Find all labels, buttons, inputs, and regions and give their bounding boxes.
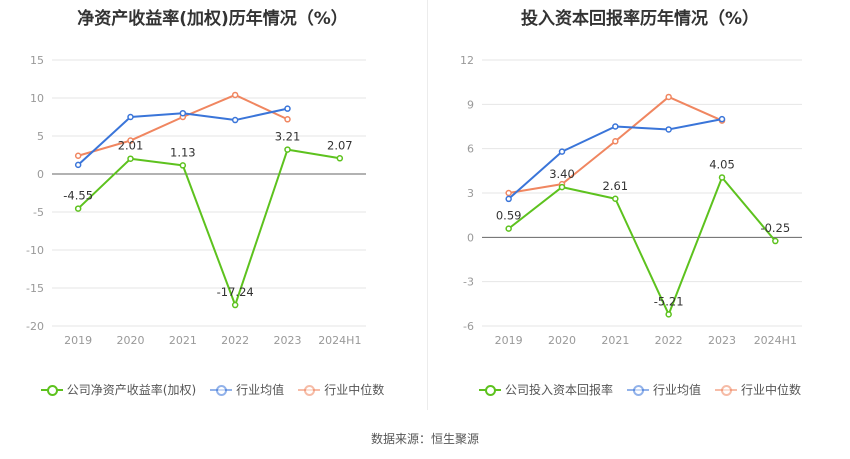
series-line-company (77, 148, 340, 307)
data-label: -17.24 (217, 285, 254, 299)
roe-chart-panel: 净资产收益率(加权)历年情况（%） 15 10 5 0 -5 -10 -15 -20 2019 2… (0, 0, 425, 410)
y-tick-label: -3 (463, 276, 474, 289)
y-tick-label: 10 (30, 92, 44, 105)
data-point-industry_median (505, 189, 512, 197)
y-tick-label: -15 (26, 282, 44, 295)
data-point-company (772, 237, 779, 245)
data-point-industry_avg (231, 116, 239, 124)
legend-marker (298, 384, 321, 396)
data-point-industry_avg (558, 148, 566, 155)
roic-chart-legend: 公司投入资本回报率 行业均值 行业中位数 (430, 381, 850, 398)
x-tick-label: 2020 (548, 334, 576, 347)
y-tick-label: -20 (26, 320, 44, 333)
y-tick-label: -10 (26, 244, 44, 257)
data-point-industry_median (127, 137, 134, 144)
x-tick-label: 2023 (708, 334, 736, 347)
data-point-company (665, 311, 672, 318)
data-label: -4.55 (63, 189, 93, 203)
data-point-company (231, 301, 239, 309)
roic-chart-panel: 投入资本回报率历年情况（%） 12 9 6 3 0 -3 -6 2019 2020 2021 202… (430, 0, 850, 410)
y-tick-label: 15 (30, 54, 44, 67)
y-tick-label: -5 (33, 206, 44, 219)
data-source-note: 数据来源：恒生聚源 (370, 432, 479, 446)
legend-item-industry_median[interactable]: 行业中位数 (715, 381, 801, 398)
x-tick-label: 2020 (117, 334, 145, 347)
data-point-industry_median (284, 116, 291, 123)
x-tick-label: 2023 (274, 334, 302, 347)
x-tick-label: 2022 (221, 334, 249, 347)
roe-chart-title: 净资产收益率(加权)历年情况（%） (77, 9, 348, 29)
x-tick-label: 2024H1 (318, 334, 361, 347)
legend-marker (715, 384, 737, 396)
roic-chart: 12 9 6 3 0 -3 -6 2019 2020 2021 2022 2023 2024H1 0.59… (460, 54, 802, 347)
y-tick-label: 6 (467, 143, 474, 156)
x-tick-label: 2024H1 (754, 334, 797, 347)
data-point-company (718, 174, 726, 181)
data-point-industry_avg (665, 126, 672, 133)
data-point-company (74, 205, 82, 212)
data-point-industry_avg (718, 115, 726, 123)
legend-label: 行业中位数 (741, 383, 802, 397)
data-point-company (284, 146, 291, 153)
data-point-company (179, 162, 187, 169)
panel-divider (427, 0, 428, 410)
legend-item-company[interactable]: 公司投入资本回报率 (478, 381, 613, 398)
y-tick-label: 12 (460, 54, 474, 67)
data-point-company (336, 155, 344, 162)
data-label: 2.01 (118, 139, 144, 153)
legend-item-company[interactable]: 公司净资产收益率(加权) (40, 381, 197, 398)
series-line-company (508, 176, 777, 316)
data-point-industry_avg (179, 109, 187, 117)
data-point-industry_median (74, 152, 82, 160)
legend-label: 公司投入资本回报率 (504, 383, 613, 397)
legend-marker (210, 384, 233, 396)
data-label: 1.13 (170, 145, 196, 159)
legend-marker (478, 384, 501, 396)
data-point-company (612, 195, 619, 203)
data-label: 2.07 (327, 138, 353, 152)
legend-label: 行业中位数 (324, 383, 385, 397)
data-point-industry_median (665, 93, 672, 101)
roic-chart-title: 投入资本回报率历年情况（%） (520, 9, 760, 29)
data-label: 2.61 (603, 179, 629, 193)
y-tick-label: 5 (37, 130, 44, 143)
data-point-industry_avg (127, 113, 134, 121)
legend-marker (626, 384, 649, 396)
data-point-company (558, 183, 566, 191)
data-label: 3.21 (275, 130, 301, 144)
legend-label: 行业均值 (652, 383, 701, 397)
data-label: -5.21 (654, 294, 684, 308)
legend-item-industry_avg[interactable]: 行业均值 (626, 381, 701, 398)
roe-chart-legend: 公司净资产收益率(加权) 行业均值 行业中位数 (0, 381, 425, 398)
x-tick-label: 2019 (495, 334, 523, 347)
legend-label: 行业均值 (236, 383, 285, 397)
y-tick-label: 0 (37, 168, 44, 181)
roe-chart: 15 10 5 0 -5 -10 -15 -20 2019 2020 2021 2022 2023 202… (26, 54, 366, 347)
x-tick-label: 2019 (64, 334, 92, 347)
x-tick-label: 2021 (169, 334, 197, 347)
legend-item-industry_median[interactable]: 行业中位数 (298, 381, 384, 398)
data-label: -0.25 (760, 221, 790, 235)
data-point-industry_median (231, 91, 239, 99)
data-point-company (505, 225, 512, 232)
y-tick-label: -6 (463, 320, 474, 333)
y-tick-label: 0 (467, 231, 474, 244)
x-tick-label: 2022 (655, 334, 683, 347)
data-point-company (127, 155, 134, 162)
data-label: 0.59 (496, 209, 522, 223)
legend-marker (40, 384, 63, 396)
data-point-industry_avg (505, 195, 512, 203)
legend-label: 公司净资产收益率(加权) (66, 383, 197, 397)
data-label: 4.05 (709, 157, 735, 171)
legend-item-industry_avg[interactable]: 行业均值 (210, 381, 284, 398)
data-point-industry_avg (612, 123, 619, 130)
data-point-industry_median (612, 138, 619, 145)
y-tick-label: 3 (467, 187, 474, 200)
x-tick-label: 2021 (601, 334, 629, 347)
y-tick-label: 9 (467, 98, 474, 111)
data-point-industry_avg (284, 105, 291, 112)
data-point-industry_avg (74, 161, 82, 169)
data-label: 3.40 (549, 167, 575, 181)
